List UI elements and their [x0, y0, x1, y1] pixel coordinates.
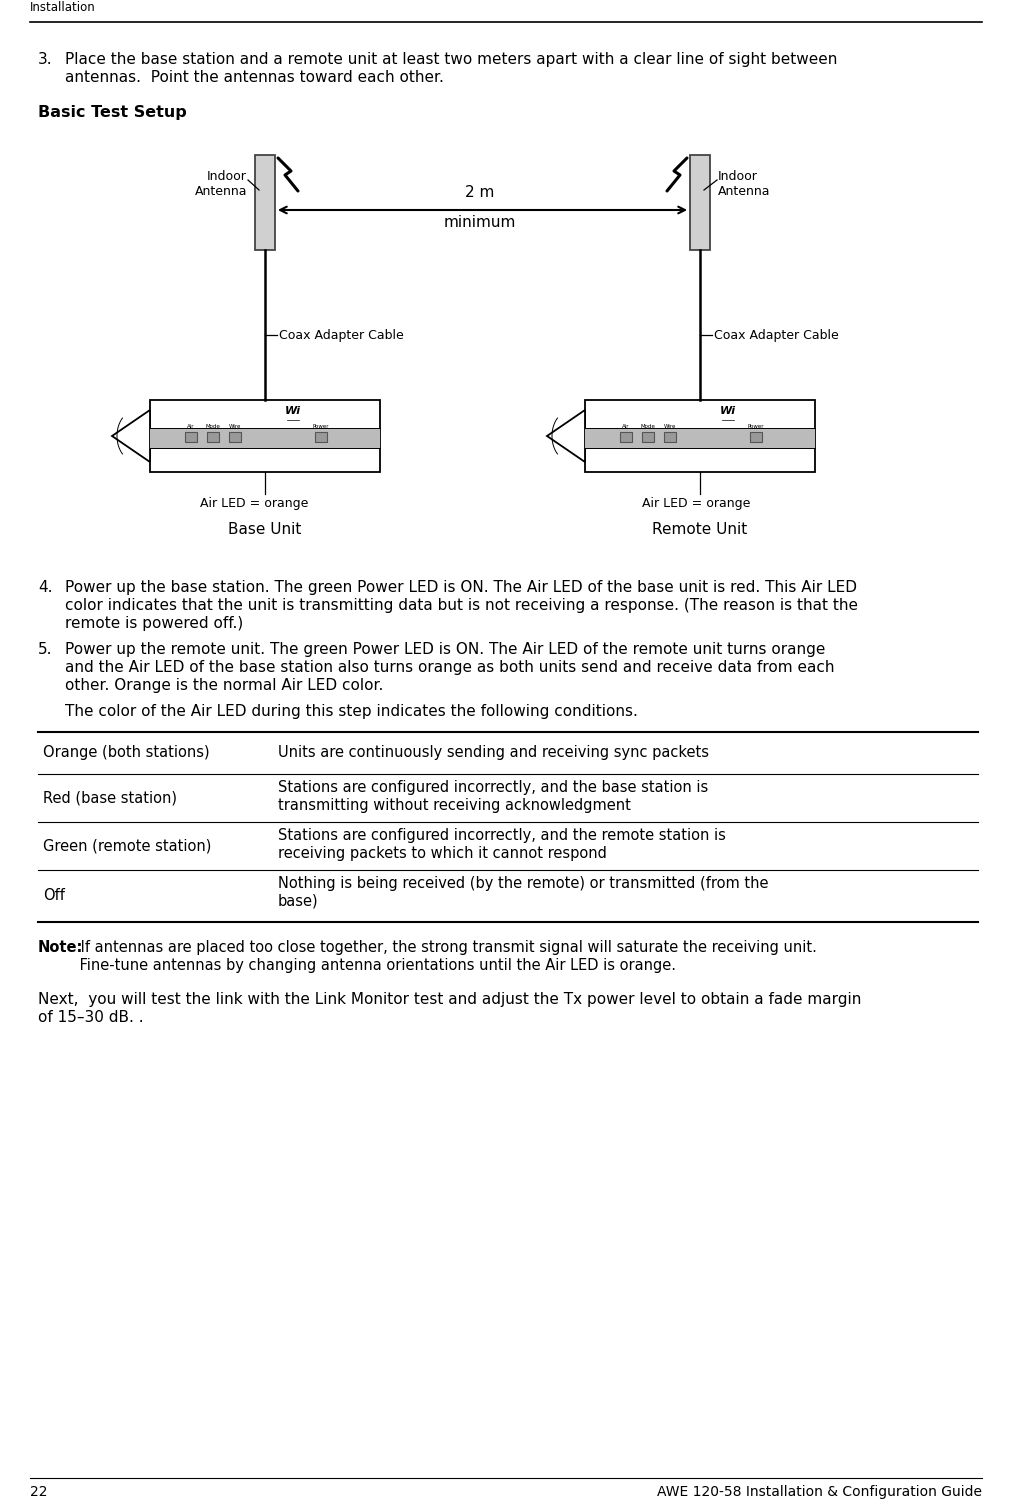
Text: Nothing is being received (by the remote) or transmitted (from the: Nothing is being received (by the remote…	[278, 876, 767, 891]
Text: base): base)	[278, 894, 318, 909]
Bar	[228, 432, 241, 442]
Text: Fine-tune antennas by changing antenna orientations until the Air LED is orange.: Fine-tune antennas by changing antenna o…	[38, 958, 675, 974]
Bar	[620, 432, 632, 442]
Text: Place the base station and a remote unit at least two meters apart with a clear : Place the base station and a remote unit…	[65, 53, 836, 68]
Bar	[749, 432, 761, 442]
Bar	[207, 432, 218, 442]
Text: Wi: Wi	[285, 406, 300, 416]
Text: Green (remote station): Green (remote station)	[42, 839, 211, 854]
Text: of 15–30 dB. .: of 15–30 dB. .	[38, 1010, 144, 1025]
Text: minimum: minimum	[444, 214, 516, 230]
Bar	[185, 432, 197, 442]
Text: Wire: Wire	[228, 424, 241, 429]
Text: Base Unit: Base Unit	[228, 522, 301, 537]
Bar	[641, 432, 653, 442]
Text: If antennas are placed too close together, the strong transmit signal will satur: If antennas are placed too close togethe…	[76, 940, 816, 956]
Bar	[584, 400, 814, 472]
Text: Power: Power	[747, 424, 763, 429]
Bar	[150, 400, 379, 472]
Text: Wi: Wi	[719, 406, 735, 416]
Text: Power up the base station. The green Power LED is ON. The Air LED of the base un: Power up the base station. The green Pow…	[65, 580, 856, 596]
Bar	[690, 154, 710, 251]
Text: Units are continuously sending and receiving sync packets: Units are continuously sending and recei…	[278, 746, 709, 760]
Text: Off: Off	[42, 888, 65, 903]
Text: Stations are configured incorrectly, and the base station is: Stations are configured incorrectly, and…	[278, 780, 708, 795]
Text: 2 m: 2 m	[465, 184, 494, 200]
Text: Basic Test Setup: Basic Test Setup	[38, 105, 187, 120]
Bar	[150, 427, 379, 448]
Text: Air: Air	[622, 424, 629, 429]
Text: other. Orange is the normal Air LED color.: other. Orange is the normal Air LED colo…	[65, 678, 383, 693]
Text: Orange (both stations): Orange (both stations)	[42, 746, 209, 760]
Text: The color of the Air LED during this step indicates the following conditions.: The color of the Air LED during this ste…	[65, 704, 637, 718]
Text: Indoor
Antenna: Indoor Antenna	[717, 170, 769, 198]
Text: Wire: Wire	[663, 424, 675, 429]
Text: 4.: 4.	[38, 580, 53, 596]
Bar	[314, 432, 327, 442]
Text: 22: 22	[30, 1485, 48, 1498]
Text: Red (base station): Red (base station)	[42, 790, 177, 806]
Text: Air LED = orange: Air LED = orange	[641, 496, 749, 510]
Text: Indoor
Antenna: Indoor Antenna	[194, 170, 247, 198]
Text: and the Air LED of the base station also turns orange as both units send and rec: and the Air LED of the base station also…	[65, 660, 834, 675]
Text: Mode: Mode	[640, 424, 655, 429]
Text: Installation: Installation	[30, 2, 96, 14]
Text: 5.: 5.	[38, 642, 53, 657]
Text: antennas.  Point the antennas toward each other.: antennas. Point the antennas toward each…	[65, 70, 444, 86]
Polygon shape	[112, 410, 150, 462]
Text: Power: Power	[312, 424, 329, 429]
Polygon shape	[547, 410, 584, 462]
Text: Remote Unit: Remote Unit	[652, 522, 747, 537]
Text: Coax Adapter Cable: Coax Adapter Cable	[279, 328, 403, 342]
Text: Note:: Note:	[38, 940, 83, 956]
Text: AWE 120-58 Installation & Configuration Guide: AWE 120-58 Installation & Configuration …	[656, 1485, 981, 1498]
Text: 3.: 3.	[38, 53, 53, 68]
Bar	[255, 154, 275, 251]
Bar	[584, 427, 814, 448]
Bar	[663, 432, 675, 442]
Text: Next,  you will test the link with the Link Monitor test and adjust the Tx power: Next, you will test the link with the Li…	[38, 992, 860, 1006]
Text: Mode: Mode	[205, 424, 220, 429]
Text: receiving packets to which it cannot respond: receiving packets to which it cannot res…	[278, 846, 607, 861]
Text: color indicates that the unit is transmitting data but is not receiving a respon: color indicates that the unit is transmi…	[65, 598, 857, 613]
Text: Coax Adapter Cable: Coax Adapter Cable	[714, 328, 838, 342]
Text: Air: Air	[187, 424, 194, 429]
Text: Power up the remote unit. The green Power LED is ON. The Air LED of the remote u: Power up the remote unit. The green Powe…	[65, 642, 825, 657]
Text: Air LED = orange: Air LED = orange	[200, 496, 308, 510]
Text: Stations are configured incorrectly, and the remote station is: Stations are configured incorrectly, and…	[278, 828, 725, 843]
Text: transmitting without receiving acknowledgment: transmitting without receiving acknowled…	[278, 798, 630, 813]
Text: remote is powered off.): remote is powered off.)	[65, 616, 243, 632]
